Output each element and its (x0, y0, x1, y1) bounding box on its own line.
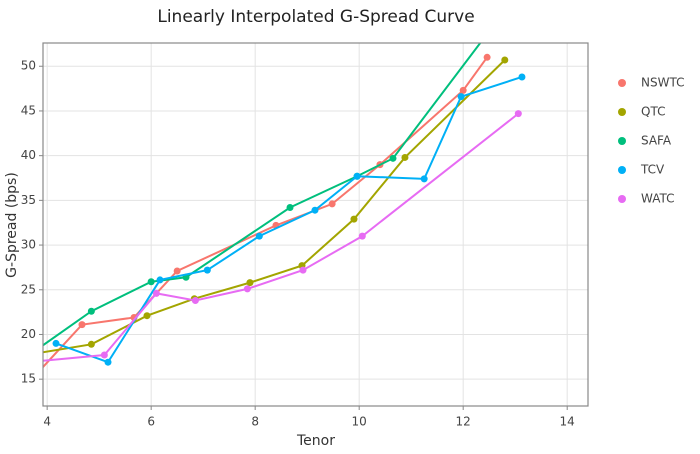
data-point (104, 358, 112, 366)
data-point (52, 339, 60, 347)
data-point (78, 321, 86, 329)
data-point (203, 266, 211, 274)
data-point (350, 215, 358, 223)
y-tick-label: 20 (21, 327, 36, 341)
data-point (353, 172, 361, 180)
legend: NSWTC QTC SAFA TCV WATC (618, 76, 684, 206)
y-tick-label: 50 (21, 59, 36, 73)
series-line (43, 56, 488, 369)
data-point (311, 206, 319, 214)
data-point (243, 285, 251, 293)
legend-label: NSWTC (641, 76, 684, 90)
data-point (152, 289, 160, 297)
data-point (506, 0, 513, 7)
legend-label: TCV (640, 163, 665, 177)
legend-marker (618, 166, 626, 174)
data-point (328, 200, 336, 208)
data-point (299, 266, 307, 274)
legend-label: SAFA (641, 134, 672, 148)
chart-title: Linearly Interpolated G-Spread Curve (157, 7, 474, 27)
legend-marker (618, 137, 626, 145)
x-tick-label: 4 (43, 415, 51, 429)
data-point (147, 278, 155, 286)
data-point (483, 53, 491, 61)
data-point (501, 56, 509, 64)
data-point (420, 175, 428, 183)
data-point (514, 110, 522, 118)
plot-frame (42, 42, 589, 407)
x-tick-label: 8 (251, 415, 259, 429)
data-point (87, 307, 95, 315)
legend-marker (618, 79, 626, 87)
data-point (33, 350, 40, 357)
data-point (143, 312, 151, 320)
x-tick-label: 14 (560, 415, 575, 429)
x-tick-label: 6 (147, 415, 155, 429)
legend-label: QTC (641, 105, 665, 119)
y-tick-label: 30 (21, 238, 36, 252)
data-point (33, 358, 40, 365)
legend-marker (618, 195, 626, 203)
x-axis-label: Tenor (296, 433, 335, 449)
data-point (246, 279, 254, 287)
y-tick-label: 25 (21, 282, 36, 296)
data-point (358, 232, 366, 240)
data-point (459, 86, 467, 94)
plot-area (33, 0, 526, 369)
y-axis-label: G-Spread (bps) (4, 172, 20, 278)
series-line (43, 43, 482, 347)
y-tick-label: 15 (21, 372, 36, 386)
data-point (87, 340, 95, 348)
data-point (457, 93, 465, 101)
legend-marker (618, 108, 626, 116)
axes: 4 6 8 10 12 14 15 20 25 30 35 40 45 50 (21, 59, 575, 429)
data-point (33, 346, 40, 353)
y-tick-label: 35 (21, 193, 36, 207)
data-point (255, 232, 263, 240)
series-line (43, 112, 519, 362)
data-point (156, 276, 164, 284)
data-point (389, 154, 397, 162)
legend-label: WATC (641, 192, 675, 206)
y-tick-label: 45 (21, 103, 36, 117)
data-point (173, 267, 181, 275)
data-point (191, 296, 199, 304)
y-tick-label: 40 (21, 148, 36, 162)
grid (43, 43, 588, 406)
x-tick-label: 12 (456, 415, 471, 429)
data-point (518, 73, 526, 81)
data-point (286, 204, 294, 212)
data-point (401, 153, 409, 161)
x-tick-label: 10 (352, 415, 367, 429)
data-point (100, 351, 108, 359)
